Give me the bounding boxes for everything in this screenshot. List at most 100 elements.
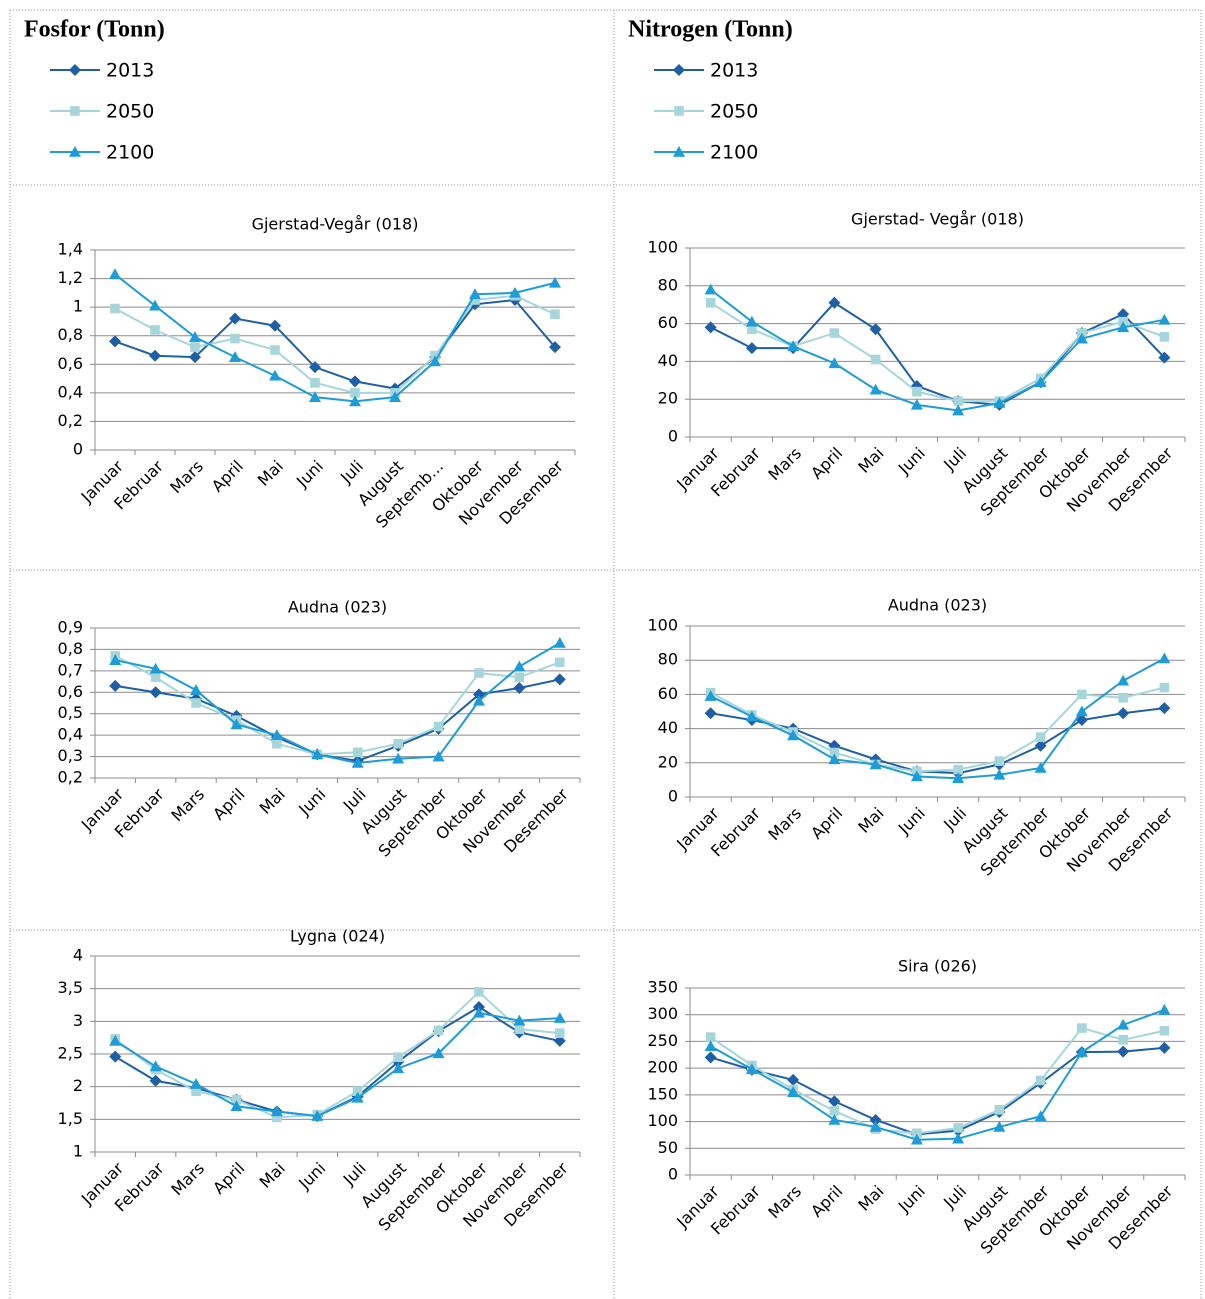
x-tick-label: April — [807, 1182, 846, 1221]
y-tick-label: 0,4 — [58, 382, 83, 401]
marker — [514, 672, 525, 683]
series-line — [114, 1011, 560, 1118]
y-tick-label: 20 — [658, 752, 678, 771]
marker — [433, 1025, 444, 1036]
series-line — [115, 642, 561, 765]
marker — [553, 637, 566, 648]
marker — [952, 772, 965, 783]
series-line — [114, 273, 556, 403]
marker — [952, 1132, 965, 1144]
marker — [269, 319, 281, 332]
chart-title: Lygna (024) — [290, 927, 385, 946]
y-tick-label: 0,6 — [58, 682, 83, 701]
y-tick-label: 0,8 — [58, 639, 83, 658]
y-tick-label: 300 — [647, 1004, 678, 1023]
marker — [109, 654, 122, 665]
chart-title: Audna (023) — [888, 596, 987, 615]
marker — [269, 369, 281, 381]
x-tick-label: Mars — [764, 444, 805, 485]
marker — [1158, 351, 1171, 364]
marker — [953, 764, 963, 775]
y-tick-label: 4 — [73, 946, 83, 965]
marker — [1117, 1045, 1130, 1058]
marker — [429, 355, 441, 367]
marker — [149, 349, 161, 362]
marker — [70, 106, 80, 116]
marker — [745, 315, 758, 327]
marker — [1118, 1035, 1128, 1045]
marker — [673, 64, 685, 76]
marker — [747, 324, 757, 335]
marker — [513, 660, 526, 672]
marker — [270, 1105, 283, 1117]
marker — [1117, 707, 1130, 720]
legend-label: 2050 — [106, 101, 154, 123]
marker — [351, 757, 364, 768]
marker — [1158, 702, 1171, 715]
marker — [993, 396, 1006, 408]
marker — [787, 1073, 800, 1086]
x-tick-label: Juli — [939, 804, 970, 835]
marker — [910, 398, 923, 410]
marker — [229, 351, 241, 362]
x-tick-label: Mai — [256, 785, 289, 818]
series-line — [114, 654, 561, 756]
marker — [349, 375, 361, 388]
marker — [554, 657, 565, 668]
y-tick-label: 0 — [668, 427, 678, 446]
marker — [1035, 1075, 1046, 1086]
x-tick-label: Juni — [894, 804, 929, 839]
y-tick-label: 3,5 — [58, 978, 83, 997]
y-tick-label: 0 — [73, 440, 83, 459]
marker — [869, 1113, 882, 1126]
marker — [109, 1050, 122, 1063]
x-tick-label: Mai — [854, 444, 887, 477]
marker — [787, 1086, 800, 1097]
legend-label: 2013 — [710, 60, 758, 82]
y-tick-label: 50 — [658, 1138, 678, 1157]
x-tick-label: Juni — [894, 444, 929, 479]
marker — [993, 768, 1006, 780]
series-line — [114, 294, 556, 394]
y-tick-label: 20 — [658, 389, 678, 408]
marker — [910, 1133, 923, 1145]
marker — [109, 335, 121, 348]
marker — [869, 758, 882, 770]
marker — [352, 1086, 363, 1097]
series-line — [710, 707, 1165, 775]
marker — [272, 1112, 282, 1123]
series-line — [114, 1005, 560, 1118]
marker — [1117, 1018, 1130, 1030]
marker — [310, 378, 320, 388]
marker — [1075, 1046, 1088, 1057]
marker — [554, 1028, 565, 1038]
marker — [704, 690, 717, 701]
y-tick-label: 40 — [658, 718, 678, 737]
marker — [1159, 1025, 1170, 1036]
y-tick-label: 40 — [658, 351, 678, 370]
marker — [1158, 313, 1171, 325]
y-tick-label: 0,5 — [58, 703, 83, 722]
x-tick-label: April — [209, 785, 248, 824]
marker — [829, 747, 840, 758]
marker — [1075, 705, 1088, 717]
marker — [433, 721, 444, 732]
marker — [704, 707, 717, 720]
marker — [311, 748, 324, 760]
marker — [191, 698, 201, 708]
y-tick-label: 100 — [647, 616, 678, 635]
series-line — [710, 1026, 1165, 1135]
chart-title: Gjerstad- Vegår (018) — [851, 210, 1024, 229]
marker — [673, 146, 685, 157]
chart-title: Audna (023) — [288, 598, 387, 617]
marker — [389, 391, 401, 402]
y-tick-label: 0,4 — [58, 725, 83, 744]
series-line — [710, 301, 1166, 406]
marker — [392, 752, 405, 764]
marker — [829, 328, 840, 338]
x-tick-label: Juli — [336, 457, 367, 488]
y-tick-label: 0,2 — [58, 411, 83, 430]
x-tick-label: April — [209, 1159, 248, 1198]
marker — [550, 309, 560, 320]
